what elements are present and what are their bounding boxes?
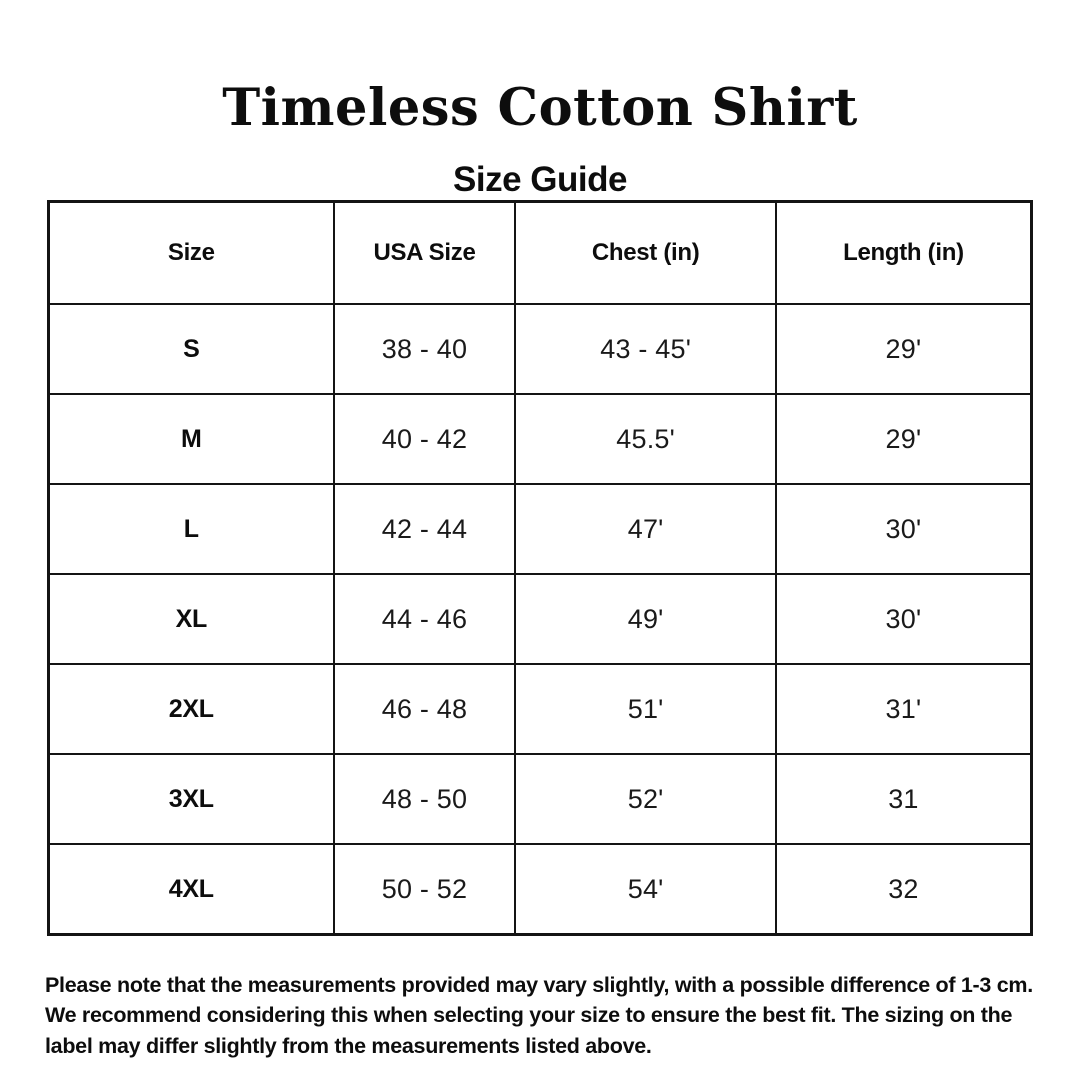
table-row: M 40 - 42 45.5' 29' — [47, 393, 1033, 485]
cell-length: 31' — [774, 663, 1033, 755]
cell-chest: 43 - 45' — [514, 303, 777, 395]
table-row: S 38 - 40 43 - 45' 29' — [47, 303, 1033, 395]
product-title: Timeless Cotton Shirt — [222, 78, 858, 139]
cell-length: 30' — [774, 483, 1033, 575]
column-header-length: Length (in) — [774, 200, 1033, 305]
cell-length: 29' — [774, 303, 1033, 395]
cell-usa-size: 50 - 52 — [332, 843, 517, 936]
cell-usa-size: 46 - 48 — [332, 663, 517, 755]
cell-size: 3XL — [47, 753, 335, 845]
table-row: XL 44 - 46 49' 30' — [47, 573, 1033, 665]
cell-length: 29' — [774, 393, 1033, 485]
cell-size: L — [47, 483, 335, 575]
table-header: Size USA Size Chest (in) Length (in) — [47, 200, 1033, 305]
table-row: 3XL 48 - 50 52' 31 — [47, 753, 1033, 845]
table-row: 4XL 50 - 52 54' 32 — [47, 843, 1033, 936]
measurement-disclaimer: Please note that the measurements provid… — [45, 972, 1033, 1058]
table-row: 2XL 46 - 48 51' 31' — [47, 663, 1033, 755]
cell-length: 32 — [774, 843, 1033, 936]
cell-chest: 51' — [514, 663, 777, 755]
cell-length: 31 — [774, 753, 1033, 845]
cell-chest: 54' — [514, 843, 777, 936]
column-header-size: Size — [47, 200, 335, 305]
cell-size: S — [47, 303, 335, 395]
cell-size: M — [47, 393, 335, 485]
cell-usa-size: 40 - 42 — [332, 393, 517, 485]
size-guide-table: Size USA Size Chest (in) Length (in) S 3… — [47, 200, 1033, 936]
table-body: S 38 - 40 43 - 45' 29' M 40 - 42 45.5' 2… — [47, 303, 1033, 936]
table-header-row: Size USA Size Chest (in) Length (in) — [47, 200, 1033, 305]
cell-chest: 49' — [514, 573, 777, 665]
cell-usa-size: 42 - 44 — [332, 483, 517, 575]
cell-chest: 47' — [514, 483, 777, 575]
column-header-usa: USA Size — [332, 200, 517, 305]
table-row: L 42 - 44 47' 30' — [47, 483, 1033, 575]
cell-size: XL — [47, 573, 335, 665]
column-header-chest: Chest (in) — [514, 200, 777, 305]
cell-size: 2XL — [47, 663, 335, 755]
cell-chest: 52' — [514, 753, 777, 845]
size-guide-heading: Size Guide — [453, 160, 627, 200]
cell-usa-size: 48 - 50 — [332, 753, 517, 845]
cell-length: 30' — [774, 573, 1033, 665]
cell-usa-size: 38 - 40 — [332, 303, 517, 395]
cell-usa-size: 44 - 46 — [332, 573, 517, 665]
cell-chest: 45.5' — [514, 393, 777, 485]
cell-size: 4XL — [47, 843, 335, 936]
